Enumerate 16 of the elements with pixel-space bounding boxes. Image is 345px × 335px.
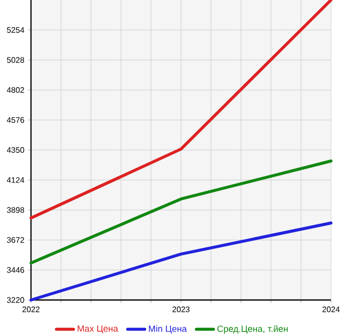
y-tick-label: 4350: [6, 147, 24, 153]
y-tick-label: 3672: [6, 237, 24, 243]
y-tick-label: 3898: [6, 207, 24, 213]
y-tick-label: 5254: [6, 27, 24, 33]
y-tick-label: 4802: [6, 87, 24, 93]
y-tick-label: 3220: [6, 297, 24, 303]
x-tick-label: 2023: [172, 306, 190, 312]
y-tick-label: 4576: [6, 117, 24, 123]
y-tick-label: 3446: [6, 267, 24, 273]
x-tick-label: 2024: [322, 306, 340, 312]
y-tick-label: 4124: [6, 177, 24, 183]
legend-label: Max Цена: [78, 325, 118, 334]
legend-label: Min Цена: [148, 325, 187, 334]
x-tick-label: 2022: [22, 306, 40, 312]
legend-label: Сред.Цена, т.йен: [217, 325, 288, 334]
y-tick-label: 5028: [6, 57, 24, 63]
